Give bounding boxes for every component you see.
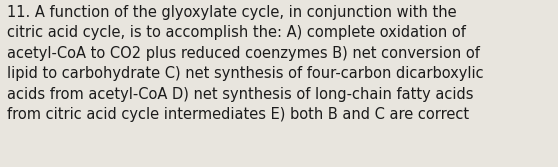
Text: 11. A function of the glyoxylate cycle, in conjunction with the
citric acid cycl: 11. A function of the glyoxylate cycle, … [7,5,483,122]
